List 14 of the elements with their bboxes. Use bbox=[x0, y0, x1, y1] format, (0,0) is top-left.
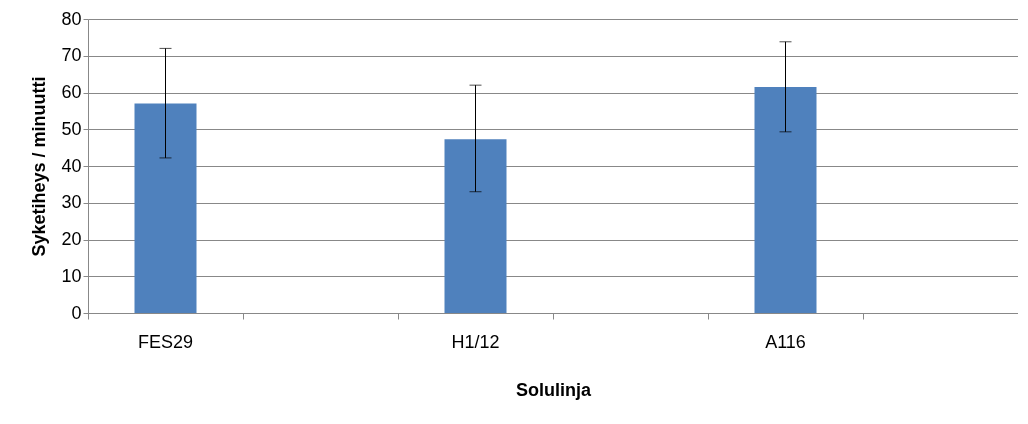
y-tick-label: 20 bbox=[61, 229, 82, 249]
y-tick-label: 50 bbox=[61, 118, 82, 139]
y-tick-label: 40 bbox=[61, 155, 82, 176]
y-tick-label: 10 bbox=[61, 265, 82, 286]
y-tick-label: 60 bbox=[61, 82, 82, 102]
y-tick-label: 70 bbox=[61, 45, 82, 66]
x-tick-label: A116 bbox=[765, 331, 806, 352]
x-axis-title: Solulinja bbox=[515, 379, 592, 400]
y-axis-title: Syketiheys / minuutti bbox=[29, 76, 50, 257]
x-tick-label: FES29 bbox=[137, 331, 194, 352]
x-tick-label: H1/12 bbox=[451, 331, 500, 352]
y-tick-label: 0 bbox=[71, 302, 82, 323]
y-tick-label: 30 bbox=[61, 192, 82, 213]
y-tick-label: 80 bbox=[61, 8, 82, 29]
